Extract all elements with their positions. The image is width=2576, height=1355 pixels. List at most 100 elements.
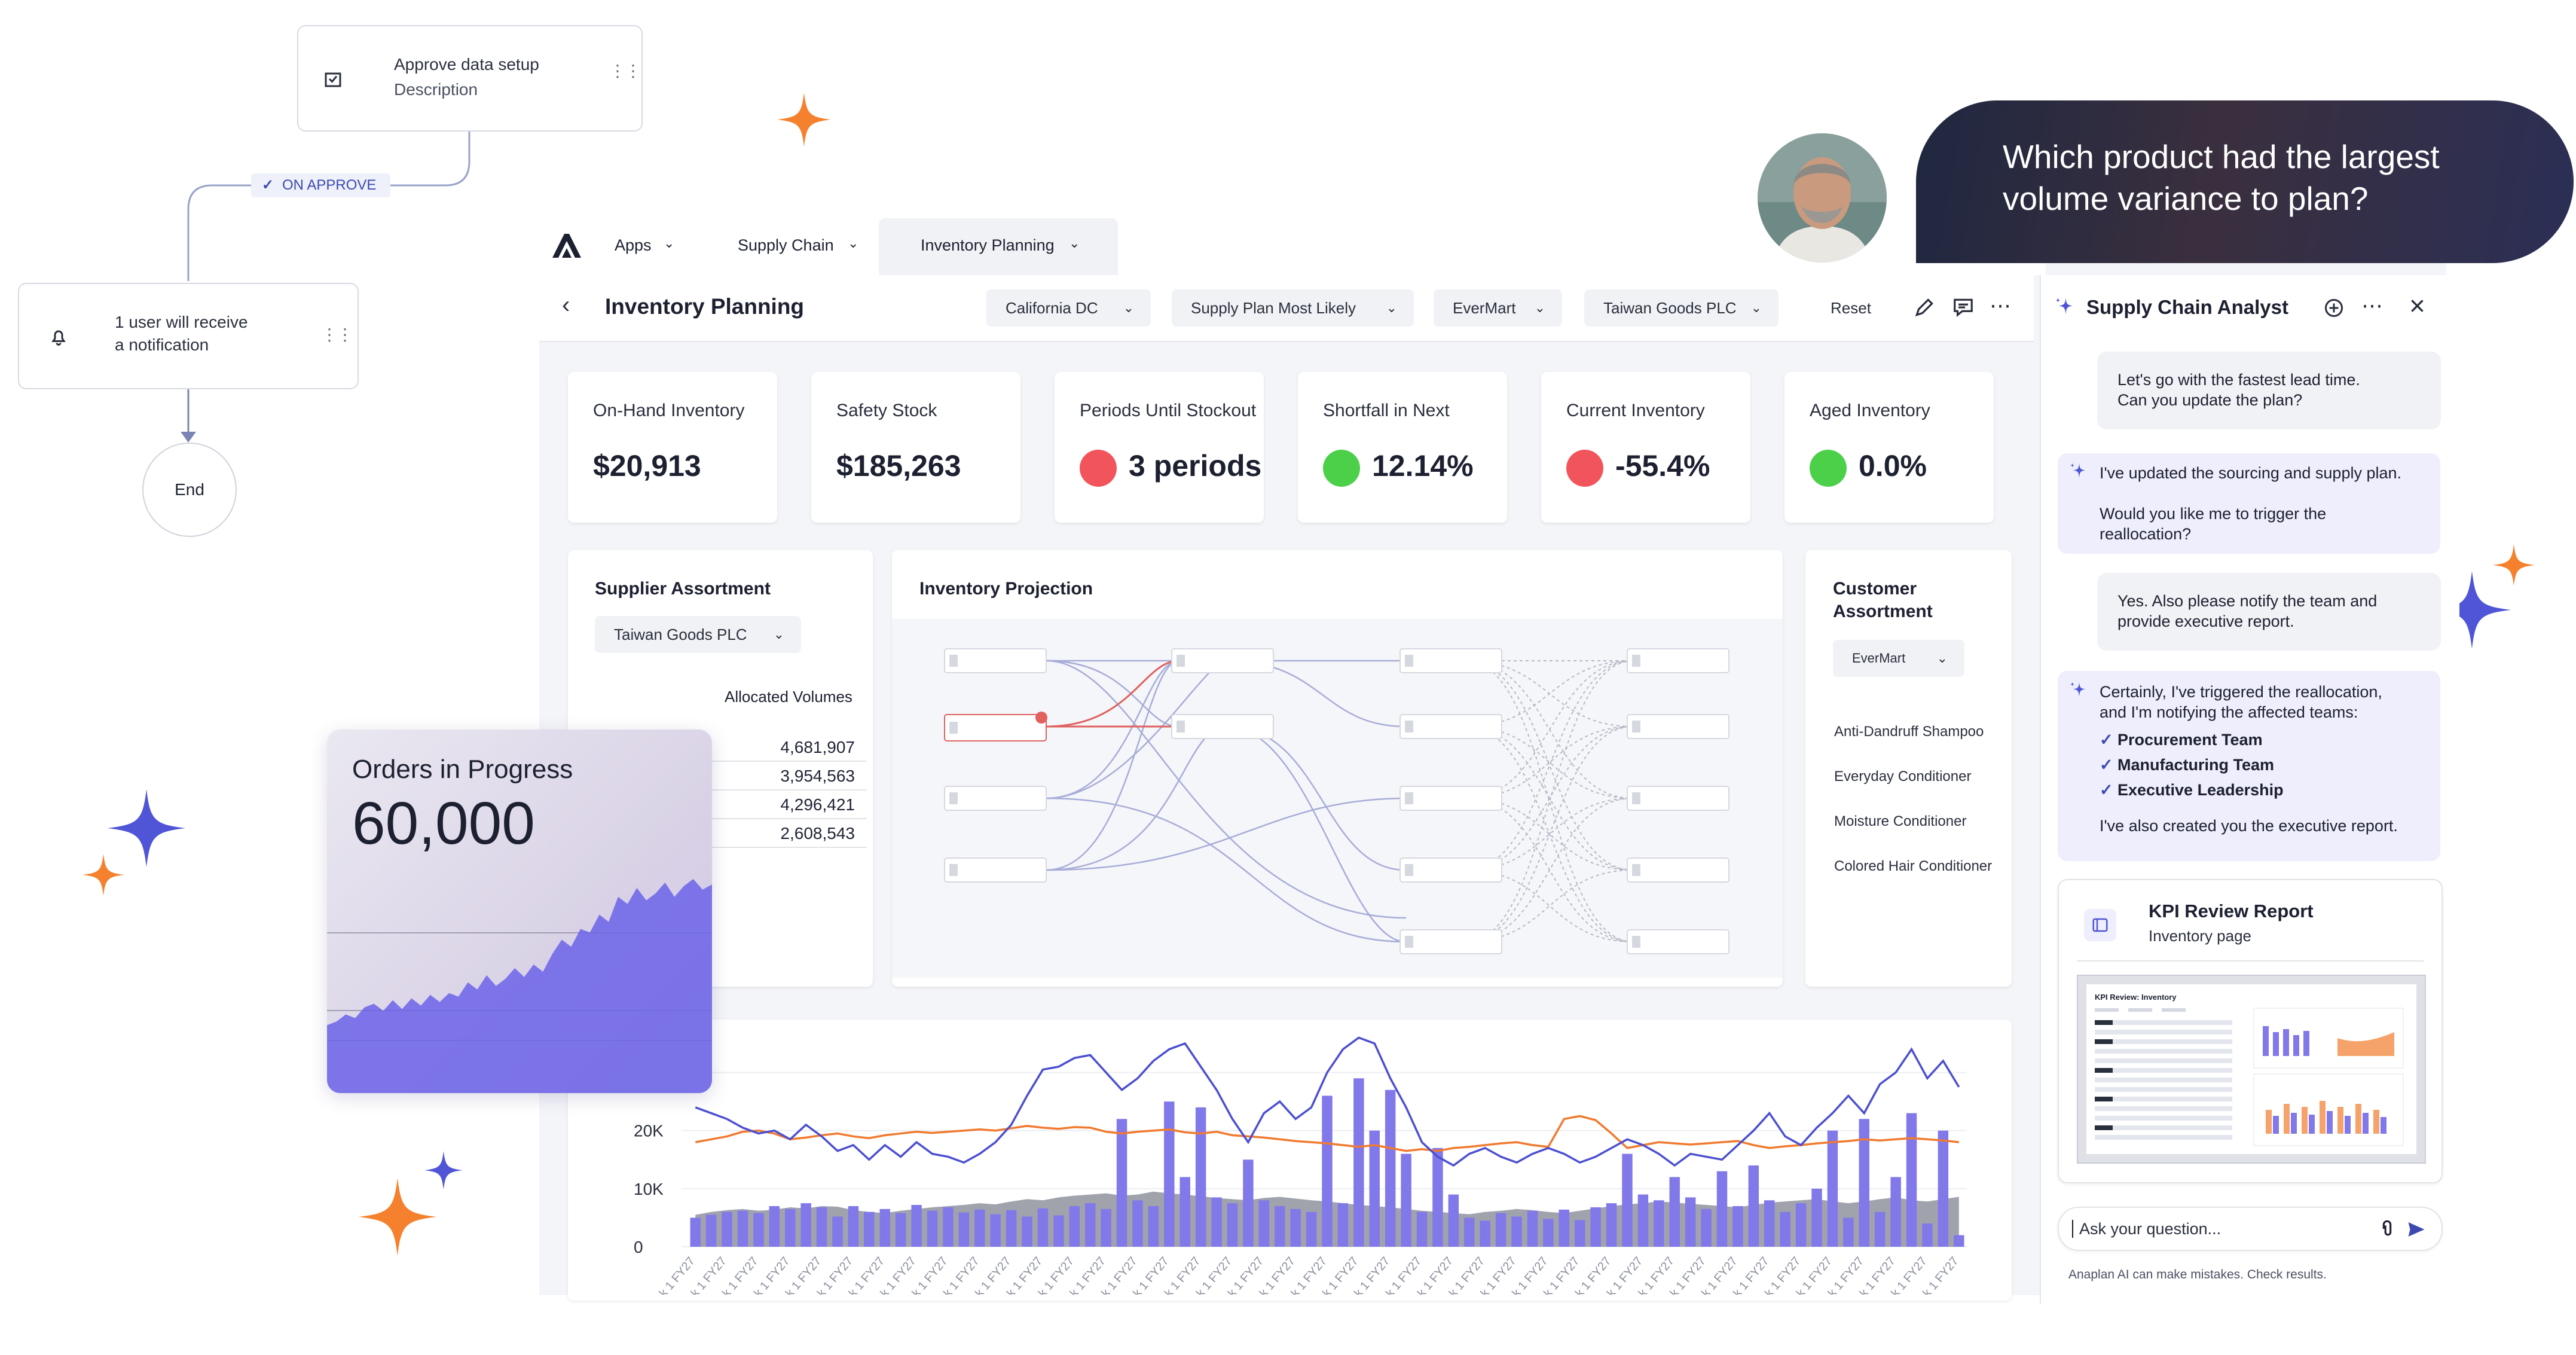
notification-step-card[interactable]: 1 user will receive a notification ⋮⋮ [18, 283, 359, 389]
kpi-card-safety-stock: Safety Stock $185,263 [811, 372, 1020, 523]
close-icon[interactable]: × [2409, 290, 2425, 321]
supplier-select[interactable]: Taiwan Goods PLC ⌄ [595, 616, 801, 653]
approve-step-card[interactable]: Approve data setup Description ⋮⋮ [297, 25, 643, 132]
bar [911, 1205, 922, 1247]
ai-sparkle-icon [2070, 682, 2086, 697]
kpi-value: $20,913 [593, 449, 701, 483]
assistant-more-icon[interactable]: ⋯ [2361, 293, 2383, 318]
customer-assortment-title-2: Assortment [1833, 602, 1933, 621]
bar [1543, 1219, 1554, 1247]
volume-row: 4,296,421 [708, 791, 867, 819]
more-options-icon[interactable]: ⋯ [1990, 293, 2011, 318]
assistant-title: Supply Chain Analyst [2086, 296, 2288, 318]
attachment-icon[interactable] [2377, 1219, 2397, 1239]
bar [1527, 1210, 1538, 1247]
customer-select-label: EverMart [1852, 651, 1906, 666]
bar [1795, 1203, 1807, 1247]
nav-tab-apps[interactable]: Apps ⌄ [598, 221, 717, 272]
bar [958, 1212, 970, 1247]
sparkle-purple-icon [2433, 571, 2511, 649]
kpi-card-aged-inventory: Aged Inventory 0.0% [1784, 372, 1994, 523]
filter-location[interactable]: California DC ⌄ [986, 289, 1151, 326]
kpi-title: Current Inventory [1566, 401, 1705, 420]
kpi-card-on-hand: On-Hand Inventory $20,913 [568, 372, 777, 523]
document-icon [2092, 918, 2108, 932]
message-line: reallocation? [2100, 525, 2192, 543]
drag-handle-icon[interactable]: ⋮⋮ [321, 325, 353, 344]
reset-button[interactable]: Reset [1831, 299, 1871, 317]
nav-tab-inventory-planning[interactable]: Inventory Planning ⌄ [879, 218, 1118, 275]
approve-step-description: Description [394, 80, 478, 99]
orders-in-progress-card: Orders in Progress 60,000 [327, 730, 712, 1093]
filter-supplier[interactable]: Taiwan Goods PLC ⌄ [1584, 289, 1779, 326]
ai-sparkle-icon [2070, 463, 2086, 478]
bar [974, 1209, 985, 1247]
on-approve-badge: ✓ ON APPROVE [251, 173, 391, 197]
bar [705, 1214, 717, 1247]
actual-line [695, 1036, 1960, 1167]
bar [1022, 1216, 1032, 1247]
comment-icon[interactable] [1952, 296, 1975, 319]
bar [1401, 1153, 1411, 1247]
customer-product-item[interactable]: Everyday Conditioner [1834, 768, 1972, 785]
back-chevron-icon[interactable]: ‹ [562, 292, 570, 318]
customer-select[interactable]: EverMart ⌄ [1833, 640, 1964, 677]
bar [1748, 1165, 1759, 1247]
bar [1780, 1211, 1790, 1247]
bar [1164, 1101, 1175, 1247]
notification-line2: a notification [115, 335, 209, 354]
kpi-title: Periods Until Stockout [1080, 401, 1257, 420]
customer-product-item[interactable]: Moisture Conditioner [1834, 813, 1967, 829]
kpi-value: 0.0% [1859, 449, 1927, 483]
edit-icon[interactable] [1913, 296, 1936, 319]
user-avatar [1755, 131, 1889, 265]
customer-product-item[interactable]: Colored Hair Conditioner [1834, 858, 1993, 874]
bar [1385, 1090, 1396, 1247]
bar [1069, 1206, 1080, 1247]
send-icon[interactable] [2406, 1219, 2427, 1240]
kpi-card-current-inventory: Current Inventory -55.4% [1541, 372, 1750, 523]
status-dot [1810, 450, 1847, 487]
inventory-projection-title: Inventory Projection [919, 579, 1093, 599]
bar [864, 1211, 875, 1247]
chevron-down-icon: ⌄ [848, 236, 859, 251]
sparkle-orange-icon [82, 854, 124, 896]
bar [1764, 1200, 1775, 1247]
team-item: ✓ Manufacturing Team [2100, 755, 2440, 775]
filter-customer[interactable]: EverMart ⌄ [1434, 289, 1562, 326]
chat-message-ai-final: Certainly, I've triggered the reallocati… [2058, 671, 2440, 861]
inventory-projection-flow [892, 619, 1783, 978]
volume-row: 2,608,543 [708, 819, 867, 848]
bar [1337, 1203, 1349, 1247]
bar [1938, 1130, 1949, 1247]
bar [1701, 1208, 1712, 1247]
approve-check-icon [325, 72, 341, 87]
bar [990, 1214, 1001, 1247]
y-tick-label: 10K [634, 1180, 664, 1198]
bar [722, 1211, 732, 1247]
new-chat-icon[interactable] [2323, 297, 2345, 319]
bar [1258, 1200, 1270, 1247]
nav-tab-supply-chain[interactable]: Supply Chain ⌄ [717, 221, 873, 272]
chat-input-box[interactable]: Ask your question... [2058, 1207, 2443, 1251]
message-line: Can you update the plan? [2117, 391, 2303, 409]
message-line: and I'm notifying the affected teams: [2100, 703, 2358, 721]
bar [1101, 1208, 1111, 1247]
customer-product-item[interactable]: Anti-Dandruff Shampoo [1834, 724, 1984, 740]
report-icon [2084, 909, 2116, 941]
chat-input-placeholder: Ask your question... [2079, 1220, 2221, 1238]
report-preview-heading: KPI Review: Inventory [2095, 993, 2177, 1002]
drag-handle-icon[interactable]: ⋮⋮ [609, 62, 641, 80]
on-approve-label: ON APPROVE [282, 177, 377, 193]
notification-line1: 1 user will receive [115, 313, 248, 331]
kpi-title: Shortfall in Next [1323, 401, 1450, 420]
y-tick-label: 0 [634, 1238, 643, 1256]
filter-plan[interactable]: Supply Plan Most Likely ⌄ [1172, 289, 1414, 326]
volume-row: 4,681,907 [708, 733, 867, 762]
report-card[interactable]: KPI Review Report Inventory page KPI Rev… [2058, 879, 2443, 1183]
kpi-title: Safety Stock [836, 401, 937, 420]
ai-disclaimer: Anaplan AI can make mistakes. Check resu… [2068, 1268, 2327, 1281]
bar [1179, 1177, 1190, 1247]
check-icon: ✓ [262, 177, 274, 193]
